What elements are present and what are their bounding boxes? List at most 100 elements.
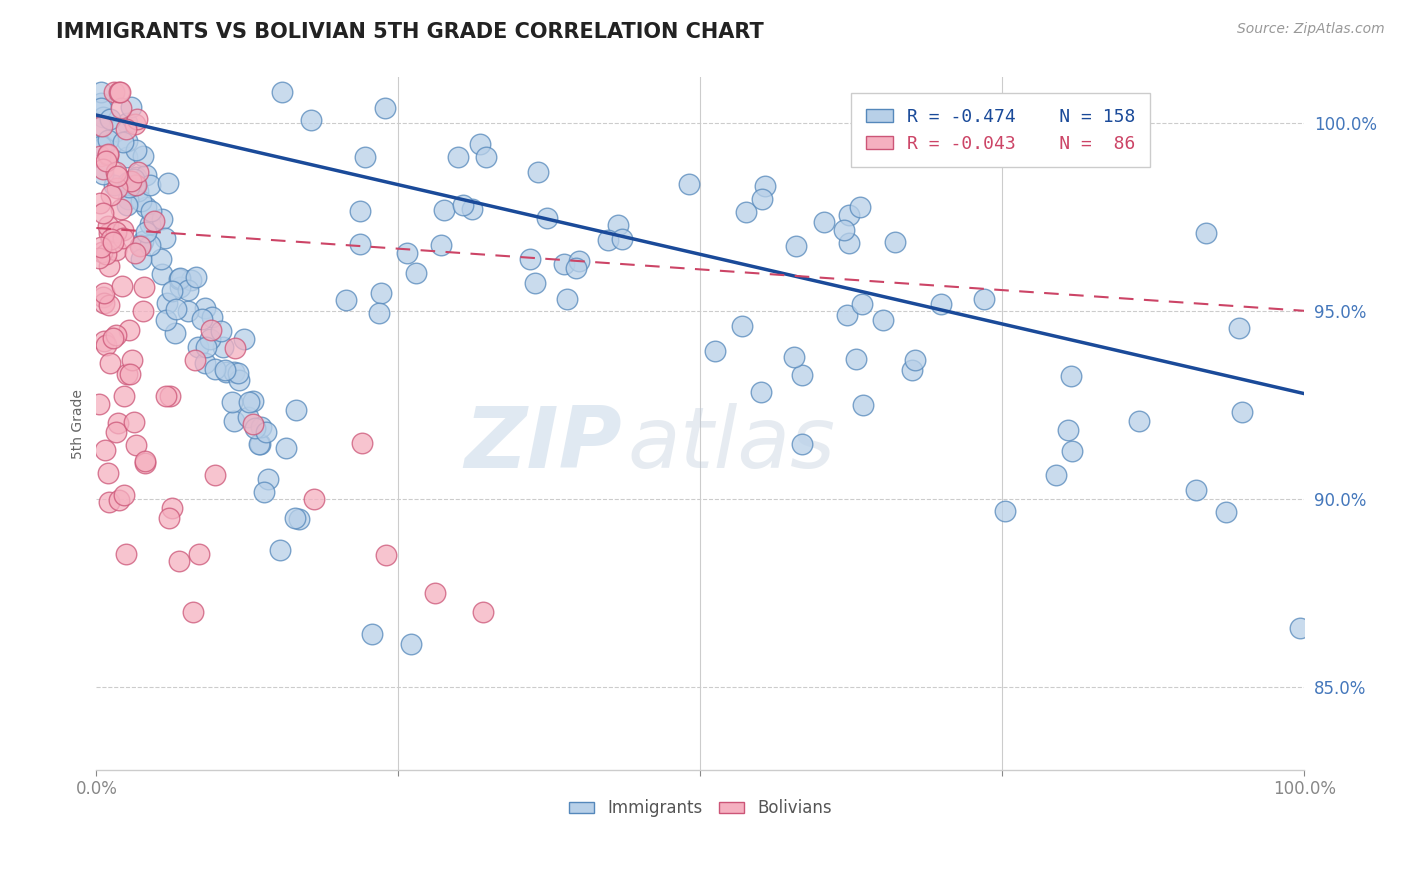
Point (91, 162, 114, 177)
Point (89, 149, 111, 163)
Point (97, 226, 120, 240)
Point (395, 245, 418, 260)
Point (105, 226, 128, 240)
Point (93, 334, 115, 349)
Point (253, 485, 276, 500)
Point (212, 340, 235, 354)
Point (838, 236, 860, 251)
Point (91, 245, 114, 260)
Point (1230, 404, 1253, 418)
Point (104, 327, 127, 342)
Point (519, 252, 541, 266)
Point (832, 223, 855, 237)
Point (138, 237, 160, 252)
Point (149, 252, 172, 266)
Point (198, 332, 221, 346)
Point (93, 443, 115, 458)
Point (215, 365, 238, 379)
Point (785, 239, 807, 253)
Point (845, 351, 868, 366)
Point (245, 421, 267, 435)
Point (471, 605, 494, 619)
Point (285, 403, 308, 417)
Point (183, 352, 205, 367)
Point (973, 292, 995, 306)
Point (224, 342, 246, 356)
Point (1062, 443, 1084, 458)
Point (90, 95, 112, 110)
Point (112, 488, 135, 502)
Point (125, 178, 148, 192)
Point (851, 297, 873, 311)
Point (270, 86, 292, 100)
Point (103, 86, 125, 100)
Point (354, 150, 377, 164)
Point (110, 101, 132, 115)
Point (1128, 414, 1150, 428)
Point (115, 198, 138, 212)
Point (93, 286, 115, 301)
Point (536, 211, 558, 226)
Point (104, 243, 127, 257)
Point (90, 101, 112, 115)
Point (103, 178, 125, 193)
Point (475, 150, 498, 164)
Point (188, 547, 211, 561)
Point (1045, 468, 1067, 483)
Point (335, 293, 357, 307)
Point (302, 491, 325, 506)
Point (852, 397, 875, 411)
Point (94, 154, 117, 169)
Point (93, 290, 115, 304)
Point (283, 511, 305, 525)
Point (181, 605, 204, 619)
Point (91, 167, 114, 181)
Point (678, 178, 700, 192)
Point (105, 165, 128, 179)
Point (115, 134, 138, 148)
Point (156, 177, 179, 191)
Point (994, 504, 1017, 518)
Point (1060, 369, 1083, 384)
Point (118, 367, 141, 381)
Point (557, 292, 579, 306)
Point (128, 238, 150, 252)
Point (232, 332, 254, 346)
Point (375, 549, 398, 563)
Point (901, 363, 924, 377)
Point (221, 395, 243, 409)
Point (97, 147, 120, 161)
Point (117, 150, 139, 164)
Point (606, 218, 628, 232)
Point (447, 150, 470, 164)
Point (90, 240, 112, 254)
Point (405, 266, 427, 280)
Point (250, 420, 273, 434)
Point (838, 208, 860, 222)
Point (87, 397, 110, 411)
Point (156, 295, 179, 310)
Point (200, 323, 222, 337)
Point (209, 324, 232, 338)
Point (117, 176, 139, 190)
Point (108, 86, 131, 100)
Point (93, 295, 115, 310)
Point (115, 547, 138, 561)
Point (704, 343, 727, 358)
Point (790, 437, 813, 451)
Point (191, 312, 214, 326)
Point (423, 586, 446, 600)
Point (111, 136, 134, 150)
Point (111, 231, 134, 245)
Point (127, 112, 149, 127)
Point (165, 326, 187, 341)
Point (247, 437, 270, 451)
Point (224, 365, 246, 379)
Point (165, 301, 187, 316)
Point (813, 215, 835, 229)
Point (117, 367, 139, 381)
Point (159, 388, 181, 402)
Point (138, 178, 160, 193)
Point (155, 388, 177, 402)
Text: ZIP: ZIP (464, 403, 621, 486)
